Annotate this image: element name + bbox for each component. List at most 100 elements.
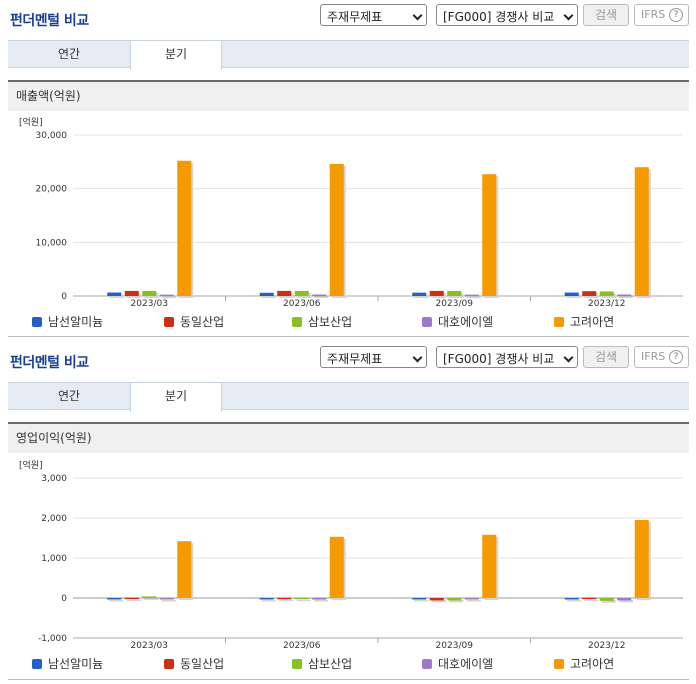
compare-select[interactable]: [FG000] 경쟁사 비교 — [436, 4, 578, 26]
bar[interactable] — [294, 290, 309, 296]
bar[interactable] — [429, 290, 444, 296]
bar[interactable] — [177, 541, 192, 598]
section-title: 영업이익(억원) — [8, 422, 689, 453]
bar-shadow — [466, 600, 481, 602]
bar[interactable] — [412, 598, 427, 600]
bar-shadow — [314, 600, 329, 602]
chevron-down-icon — [412, 10, 423, 21]
x-tick-label: 2023/09 — [436, 641, 474, 649]
tab-annual[interactable]: 연간 — [57, 389, 81, 403]
bar[interactable] — [177, 160, 192, 296]
bar[interactable] — [159, 598, 174, 600]
bar-shadow — [566, 294, 581, 298]
y-tick-label: 3,000 — [41, 474, 67, 484]
bar[interactable] — [564, 292, 579, 296]
bar-shadow — [161, 600, 176, 602]
legend-item[interactable]: 대호에이엘 — [422, 655, 493, 672]
chevron-down-icon — [412, 352, 423, 363]
legend-item[interactable]: 동일산업 — [164, 313, 224, 330]
bar[interactable] — [107, 292, 122, 296]
bar[interactable] — [582, 291, 597, 296]
legend-item[interactable]: 남선알미늄 — [32, 313, 103, 330]
bar[interactable] — [277, 290, 292, 296]
bar[interactable] — [634, 167, 649, 296]
legend-swatch — [292, 659, 302, 669]
bar-shadow — [144, 598, 159, 600]
legend-item[interactable]: 고려아연 — [554, 655, 614, 672]
bar[interactable] — [634, 520, 649, 598]
legend-label: 고려아연 — [570, 657, 615, 671]
bar[interactable] — [482, 174, 497, 296]
bar[interactable] — [564, 598, 579, 600]
legend-swatch — [164, 659, 174, 669]
search-button[interactable]: 검색 — [583, 346, 629, 368]
ifrs-label: IFRS — [641, 8, 666, 21]
legend-swatch — [554, 659, 564, 669]
bar[interactable] — [482, 534, 497, 598]
bar[interactable] — [329, 163, 344, 296]
bar-shadow — [431, 600, 446, 603]
legend-item[interactable]: 삼보산업 — [292, 313, 352, 330]
bar[interactable] — [159, 294, 174, 297]
bar[interactable] — [142, 290, 157, 296]
legend-label: 삼보산업 — [308, 657, 353, 671]
bar-shadow — [449, 600, 464, 603]
bar[interactable] — [464, 294, 479, 297]
legend-label: 동일산업 — [180, 657, 225, 671]
bar[interactable] — [277, 597, 292, 600]
y-tick-label: 10,000 — [36, 238, 68, 248]
legend-item[interactable]: 동일산업 — [164, 655, 224, 672]
bar[interactable] — [429, 598, 444, 601]
chart-legend: 남선알미늄 동일산업 삼보산업 대호에이엘 고려아연 — [8, 655, 689, 673]
bar[interactable] — [599, 291, 614, 296]
ifrs-button[interactable]: IFRS ? — [634, 346, 689, 368]
panel-title: 펀더멘털 비교 — [10, 13, 89, 29]
bar[interactable] — [107, 598, 122, 600]
bar[interactable] — [259, 292, 274, 296]
compare-select[interactable]: [FG000] 경쟁사 비교 — [436, 346, 578, 368]
bar[interactable] — [447, 598, 462, 601]
bar[interactable] — [124, 290, 139, 296]
bar[interactable] — [447, 290, 462, 296]
bar-chart-revenue: [억원] 0 10,000 20,000 30,000 2023/03 2023/06 202… — [8, 113, 689, 309]
bar[interactable] — [294, 597, 309, 600]
bar[interactable] — [582, 597, 597, 600]
tab-quarterly[interactable]: 분기 — [130, 383, 222, 412]
bar[interactable] — [617, 598, 632, 601]
tab-quarterly[interactable]: 분기 — [130, 41, 222, 70]
legend-item[interactable]: 대호에이엘 — [422, 313, 493, 330]
chevron-down-icon — [563, 10, 574, 21]
bar[interactable] — [142, 596, 157, 598]
legend-item[interactable]: 남선알미늄 — [32, 655, 103, 672]
legend-item[interactable]: 고려아연 — [554, 313, 614, 330]
bar[interactable] — [124, 597, 139, 600]
y-tick-label: -1,000 — [38, 634, 67, 644]
legend-item[interactable]: 삼보산업 — [292, 655, 352, 672]
bar[interactable] — [617, 294, 632, 296]
period-tabs: 연간 분기 — [8, 382, 689, 412]
bar[interactable] — [599, 598, 614, 601]
tab-annual[interactable]: 연간 — [57, 47, 81, 61]
bar[interactable] — [464, 598, 479, 600]
chart-legend: 남선알미늄 동일산업 삼보산업 대호에이엘 고려아연 — [8, 313, 689, 331]
divider — [8, 336, 689, 337]
bar-chart-operating-profit: [억원] -1,000 0 1,000 2,000 3,000 2023/03 2023/06… — [8, 455, 689, 651]
legend-swatch — [32, 317, 42, 327]
x-tick-label: 2023/12 — [588, 299, 625, 307]
statement-select[interactable]: 주재무제표 — [320, 4, 427, 26]
bar[interactable] — [312, 294, 327, 296]
bar[interactable] — [412, 292, 427, 296]
bar[interactable] — [312, 598, 327, 600]
search-button[interactable]: 검색 — [583, 4, 629, 26]
bar-shadow — [161, 296, 176, 299]
bar[interactable] — [329, 536, 344, 598]
bar[interactable] — [259, 598, 274, 600]
panel-header: 펀더멘털 비교 주재무제표 [FG000] 경쟁사 비교 검색 IFRS ? — [0, 0, 696, 30]
statement-select[interactable]: 주재무제표 — [320, 346, 427, 368]
legend-swatch — [292, 317, 302, 327]
y-tick-label: 2,000 — [41, 514, 67, 524]
x-tick-label: 2023/03 — [131, 299, 168, 307]
ifrs-button[interactable]: IFRS ? — [634, 4, 689, 26]
bar-shadow — [261, 294, 276, 298]
legend-label: 대호에이엘 — [438, 657, 494, 671]
